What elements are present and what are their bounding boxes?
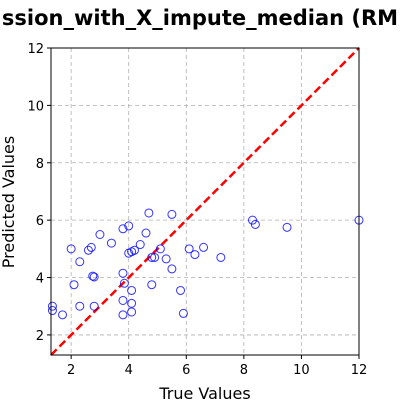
- x-axis-label: True Values: [158, 384, 250, 400]
- x-tick-label: 8: [240, 363, 248, 378]
- data-point: [147, 252, 157, 262]
- data-point: [167, 209, 177, 219]
- data-point: [167, 264, 177, 274]
- data-point: [47, 301, 57, 311]
- data-point: [199, 242, 209, 252]
- data-point: [250, 219, 260, 229]
- data-point: [47, 306, 57, 316]
- data-point: [119, 278, 129, 288]
- data-point: [127, 285, 137, 295]
- x-tick-label: 6: [182, 363, 190, 378]
- y-tick-label: 4: [36, 272, 44, 287]
- data-point: [88, 271, 98, 281]
- data-point: [178, 308, 188, 318]
- data-point: [118, 268, 128, 278]
- data-point: [150, 252, 160, 262]
- data-point: [282, 222, 292, 232]
- data-point: [176, 285, 186, 295]
- data-point: [147, 280, 157, 290]
- x-axis-ticks: 2 4 6 8 10 12: [67, 355, 367, 378]
- data-point: [190, 250, 200, 260]
- data-point: [95, 229, 105, 239]
- reference-line: [50, 47, 360, 356]
- y-axis-ticks: 2 4 6 8 10 12: [27, 42, 51, 344]
- y-tick-label: 8: [36, 157, 44, 172]
- data-point: [118, 295, 128, 305]
- data-point: [86, 242, 96, 252]
- y-axis-label: Predicted Values: [0, 136, 18, 268]
- data-points: [47, 208, 364, 320]
- data-point: [161, 254, 171, 264]
- data-point: [89, 272, 99, 282]
- data-point: [127, 298, 137, 308]
- data-point: [129, 245, 139, 255]
- data-point: [184, 244, 194, 254]
- data-point: [118, 310, 128, 320]
- grid-lines: [51, 47, 360, 355]
- data-point: [141, 228, 151, 238]
- y-tick-label: 6: [36, 214, 44, 229]
- y-tick-label: 12: [27, 42, 44, 57]
- data-point: [124, 221, 134, 231]
- data-point: [106, 238, 116, 248]
- x-tick-label: 4: [125, 363, 133, 378]
- data-point: [155, 244, 165, 254]
- data-point: [89, 301, 99, 311]
- x-tick-label: 2: [67, 363, 75, 378]
- data-point: [66, 244, 76, 254]
- data-point: [216, 252, 226, 262]
- data-point: [118, 224, 128, 234]
- x-tick-label: 10: [293, 363, 310, 378]
- data-point: [83, 245, 93, 255]
- data-point: [69, 280, 79, 290]
- data-point: [127, 307, 137, 317]
- data-point: [135, 240, 145, 250]
- data-point: [75, 257, 85, 267]
- x-tick-label: 12: [351, 363, 368, 378]
- data-point: [58, 310, 68, 320]
- plot-area-frame: [50, 47, 360, 356]
- y-tick-label: 10: [27, 99, 44, 114]
- chart-title: ssion_with_X_impute_median (RM: [2, 6, 398, 30]
- data-point: [144, 208, 154, 218]
- reference-line-group: [50, 47, 360, 356]
- y-tick-label: 2: [36, 329, 44, 344]
- data-point: [75, 301, 85, 311]
